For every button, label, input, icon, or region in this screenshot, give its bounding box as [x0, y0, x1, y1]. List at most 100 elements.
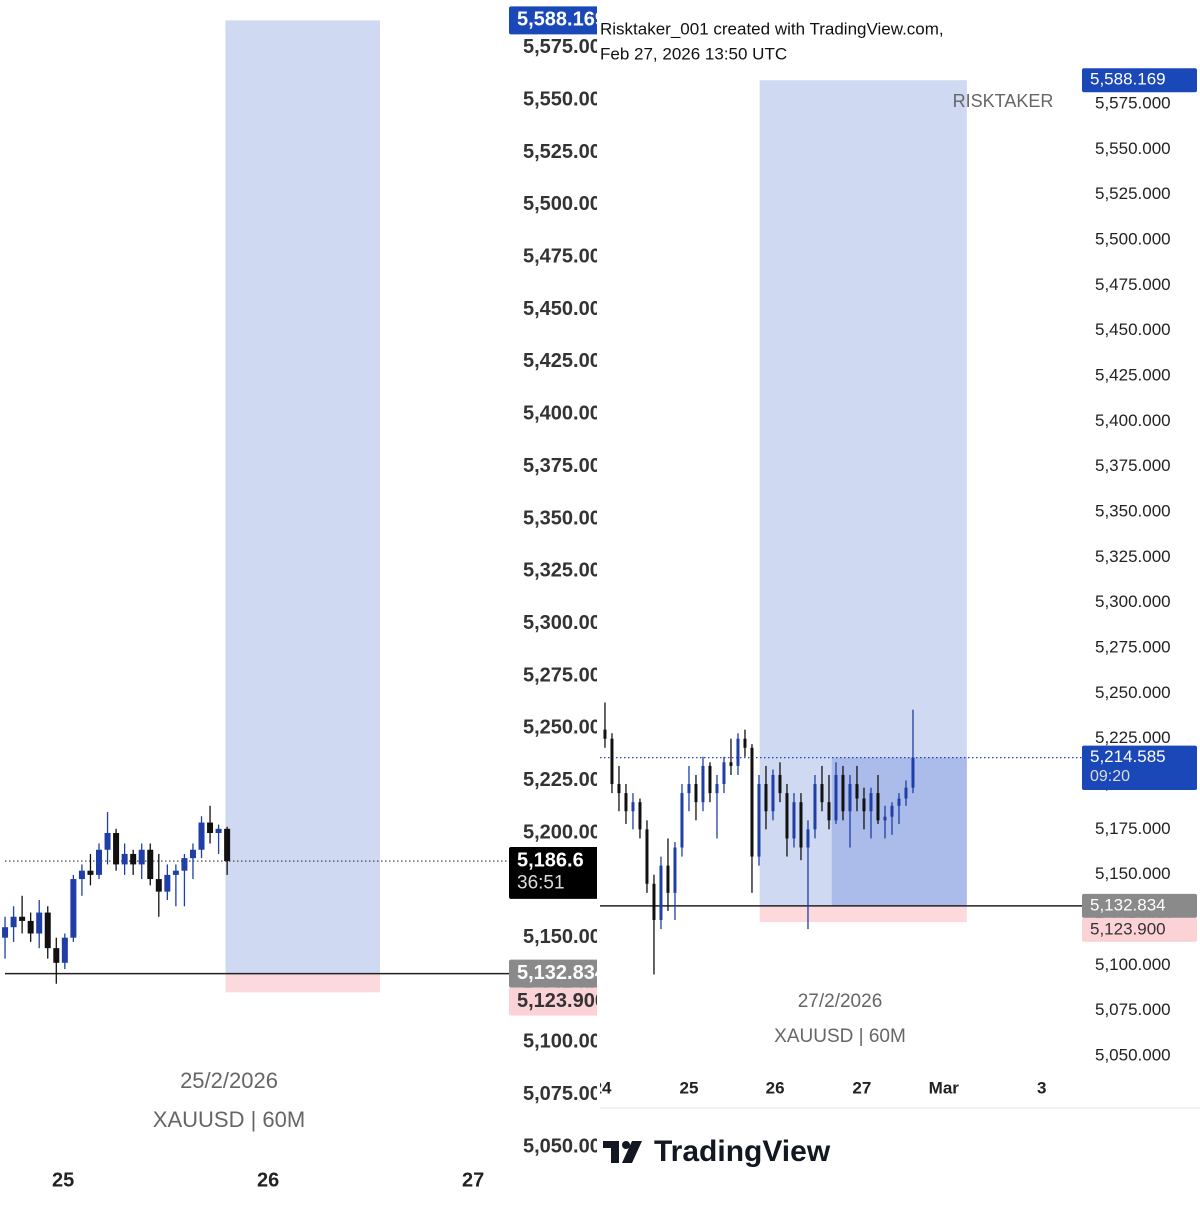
y-tick-label: 5,450.000 [523, 298, 612, 320]
y-tick-label: 5,500.000 [523, 193, 612, 215]
candle-body [764, 784, 768, 812]
chart-symbol: XAUUSD | 60M [774, 1026, 906, 1047]
candle-body [708, 765, 712, 794]
logo-dot [622, 1141, 630, 1149]
y-tick-label: 5,425.000 [1095, 366, 1171, 385]
candle-body [778, 774, 782, 794]
candle-body [181, 858, 188, 871]
candle-body [631, 802, 635, 812]
y-tick-label: 5,300.000 [523, 612, 612, 634]
candle-body [841, 774, 845, 812]
y-tick-label: 5,275.000 [523, 664, 612, 686]
y-tick-label: 5,550.000 [1095, 139, 1171, 158]
y-tick-label: 5,475.000 [523, 246, 612, 268]
candle-body [799, 802, 803, 848]
y-tick-label: 5,350.000 [523, 507, 612, 529]
candle-body [813, 784, 817, 830]
y-tick-label: 5,400.000 [523, 403, 612, 425]
countdown: 36:51 [517, 872, 565, 893]
entry-price-tag-bg [509, 959, 597, 988]
profit-zone [759, 80, 967, 906]
candle-body [757, 784, 761, 857]
candle-body [638, 802, 642, 830]
candle-body [729, 762, 733, 766]
profit-zone [225, 20, 381, 974]
candle-body [645, 829, 649, 884]
x-tick-label: 25 [52, 1169, 74, 1191]
candle-body [736, 738, 740, 766]
candle-body [198, 822, 205, 850]
candle-body [189, 849, 196, 859]
candle-body [113, 833, 120, 865]
y-tick-label: 5,400.000 [1095, 411, 1171, 430]
x-tick-label: 26 [257, 1169, 279, 1191]
y-tick-label: 5,475.000 [1095, 275, 1171, 294]
candle-body [147, 849, 154, 880]
candle-body [883, 816, 887, 821]
y-tick-label: 5,575.000 [523, 36, 612, 58]
y-tick-label: 5,150.000 [523, 926, 612, 948]
y-tick-label: 5,075.000 [1095, 1000, 1171, 1019]
target-price-tag-bg [1082, 68, 1197, 93]
y-tick-label: 5,225.000 [1095, 728, 1171, 747]
candle-body [172, 870, 179, 875]
candle-body [224, 828, 231, 862]
logo-slash [622, 1141, 642, 1163]
candle-body [164, 874, 171, 892]
chart-symbol: XAUUSD | 60M [153, 1107, 305, 1132]
candle-body [215, 828, 222, 834]
candle-body [848, 784, 852, 812]
target-price-tag: 5,588.169 [517, 9, 606, 31]
candle-body [862, 798, 866, 812]
candle-body [806, 829, 810, 848]
candle-body [130, 853, 137, 865]
last-price-tag: 5,214.585 [1090, 747, 1166, 766]
candle-body [44, 912, 51, 949]
candle-body [617, 784, 621, 794]
last-price-tag: 5,186.6 [517, 849, 584, 871]
candle-body [121, 853, 128, 865]
candle-body [78, 870, 85, 880]
logo-stem [611, 1141, 619, 1163]
y-tick-label: 5,550.000 [523, 89, 612, 111]
candle-body [771, 774, 775, 812]
filled-profit-zone [831, 757, 967, 906]
x-tick-label: 26 [766, 1078, 785, 1097]
entry-price-tag: 5,132.834 [1090, 895, 1166, 914]
y-tick-label: 5,250.000 [1095, 683, 1171, 702]
y-tick-label: 5,075.000 [523, 1083, 612, 1105]
candle-body [722, 762, 726, 785]
candle-body [36, 912, 43, 934]
candle-body [743, 738, 747, 748]
tradingview-logo-icon [603, 1141, 642, 1163]
candle-body [890, 805, 894, 817]
logo-text: TradingView [654, 1135, 831, 1168]
chart-date: 25/2/2026 [180, 1068, 278, 1093]
last-price-tag-bg [1082, 745, 1197, 790]
y-tick-label: 5,175.000 [1095, 819, 1171, 838]
candle-body [61, 937, 68, 963]
candle-body [911, 757, 915, 788]
candle-body [673, 847, 677, 893]
candle-body [652, 883, 656, 921]
candle-body [53, 948, 60, 963]
y-tick-label: 5,300.000 [1095, 592, 1171, 611]
stop-zone [225, 973, 381, 993]
candle-body [96, 849, 103, 875]
candle-body [680, 793, 684, 848]
candle-body [155, 879, 162, 892]
left-panel: 25/2/2026 XAUUSD | 60M 5,050.000 5,075.000 5… [2, 6, 612, 1191]
stop-price-tag-bg [509, 987, 597, 1016]
target-price-tag: 5,588.169 [1090, 70, 1166, 89]
stop-price-tag: 5,123.900 [517, 990, 606, 1012]
chart-date: 27/2/2026 [798, 991, 883, 1012]
candle-body [610, 738, 614, 785]
candle-body [87, 870, 94, 875]
y-tick-label: 5,325.000 [1095, 547, 1171, 566]
y-tick-label: 5,450.000 [1095, 320, 1171, 339]
x-tick-label: Mar [929, 1078, 960, 1097]
candle-body [904, 787, 908, 799]
